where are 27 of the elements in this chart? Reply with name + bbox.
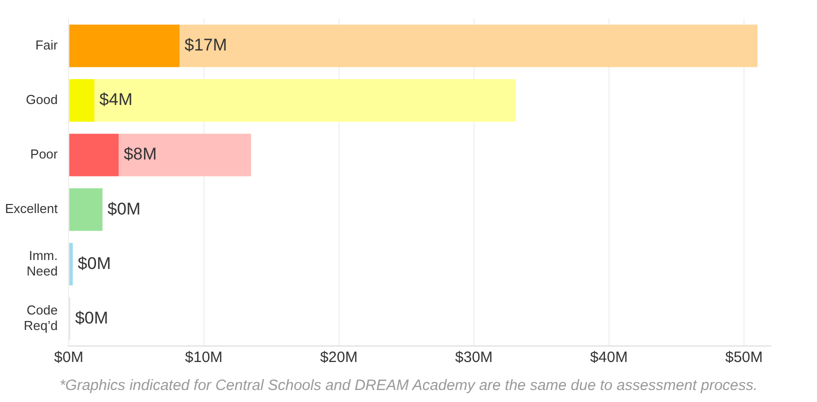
x-tick-label: $40M	[590, 349, 628, 366]
bar	[94, 79, 516, 122]
x-tick-label: $20M	[320, 349, 358, 366]
y-tick-label: Code Req’d	[24, 302, 58, 334]
bar	[69, 188, 103, 231]
y-tick-label: Imm. Need	[26, 248, 58, 279]
y-tick-label: Excellent	[5, 201, 58, 216]
text: *Graphics indicated for Central Schools and DREAM Academy are the same due to assessment process.	[58, 377, 759, 394]
annotation: $0M	[78, 254, 111, 273]
y-tick-label: Fair	[35, 37, 58, 52]
y-tick-label: Good	[26, 92, 58, 108]
bar	[69, 24, 180, 68]
y-tick-label: Poor	[30, 146, 58, 162]
annotation: $4M	[99, 90, 132, 110]
bar	[69, 134, 119, 176]
annotation: $0M	[75, 308, 108, 328]
bar	[118, 134, 252, 176]
annotation: $8M	[124, 144, 157, 164]
annotation: $0M	[108, 199, 141, 218]
x-tick-label: $0M	[54, 349, 84, 366]
x-tick-label: $50M	[725, 349, 763, 366]
bar	[69, 79, 94, 122]
bar	[69, 242, 73, 286]
x-tick-label: $30M	[455, 349, 493, 366]
bar	[179, 24, 758, 68]
x-tick-label: $10M	[185, 349, 223, 366]
annotation: $17M	[184, 36, 228, 55]
